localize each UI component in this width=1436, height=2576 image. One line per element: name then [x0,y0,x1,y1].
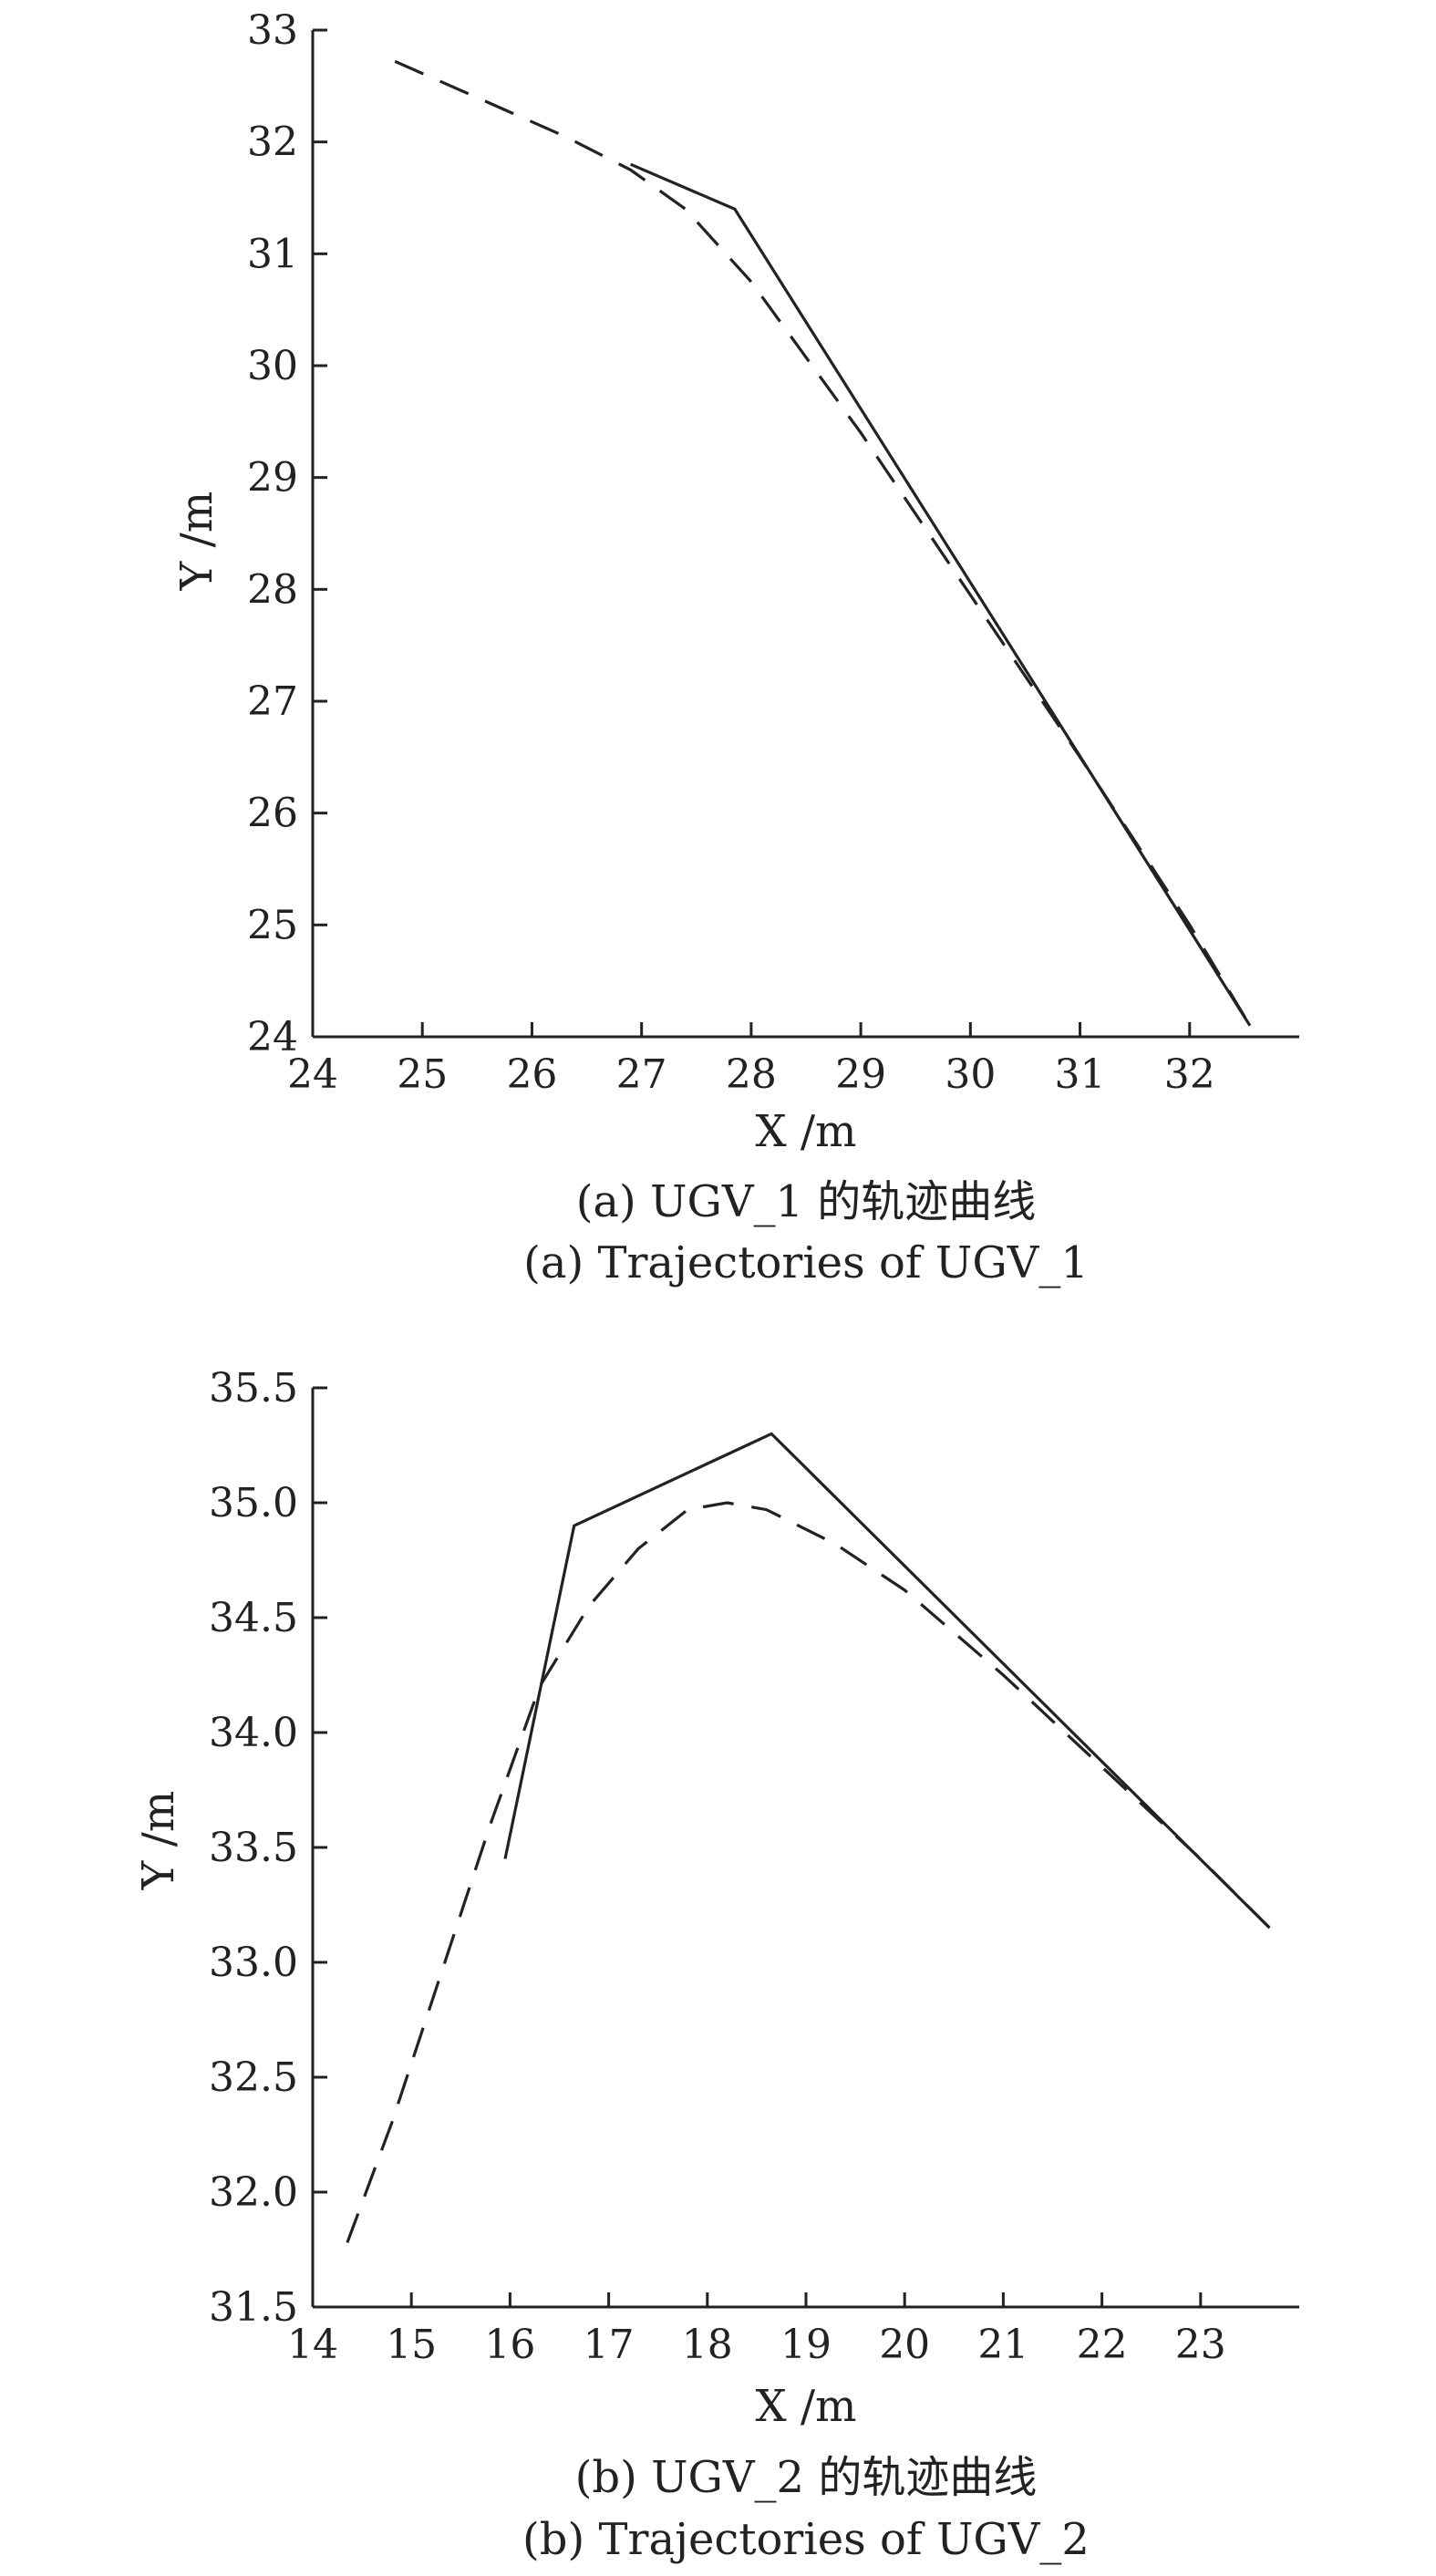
chart-b-x-tick-label: 22 [1077,2322,1128,2368]
chart-a-ylabel: Y /m [171,491,222,592]
chart-a-y-tick-label: 25 [247,902,298,948]
chart-a-xlabel: X /m [755,1106,856,1157]
chart-b-x-tick-label: 17 [584,2322,635,2368]
chart-a-x-tick-label: 25 [397,1051,448,1098]
chart-a-x-tick-label: 30 [945,1051,996,1098]
chart-b-y-tick-label: 31.5 [209,2284,298,2331]
chart-b-series-dashed-line [346,1501,1271,2243]
chart-a-series-dashed-line [394,59,1252,1027]
chart-b-series-solid-line [503,1432,1271,1929]
chart-b-x-tick-label: 19 [780,2322,832,2368]
chart-a-y-tick-label: 28 [247,566,298,613]
chart-b-x-tick-label: 23 [1175,2322,1226,2368]
chart-b-y-tick-label: 33.0 [209,1940,298,1986]
chart-a-x-tick-label: 28 [726,1051,777,1098]
chart-b-y-tick-label: 33.5 [209,1825,298,1871]
chart-a-y-tick-label: 24 [247,1014,298,1060]
chart-b-caption-en: (b) Trajectories of UGV_2 [522,2514,1090,2565]
chart-a-x-tick-label: 24 [287,1051,338,1098]
chart-b-plot: 31.5 32.0 32.5 33.0 33.5 34.0 34.5 35.0 35.5 14 15… [209,1365,1299,2368]
chart-a-plot: 24 25 26 27 28 29 30 31 32 33 24 25 26 27 28 29 30 31 32 [247,7,1299,1098]
chart-b-x-tick-label: 14 [287,2322,338,2368]
chart-a-x-tick-label: 32 [1164,1051,1215,1098]
chart-b: 31.5 32.0 32.5 33.0 33.5 34.0 34.5 35.0 35.5 14 15… [133,1365,1299,2565]
chart-b-y-tick-label: 32.5 [209,2054,298,2101]
chart-b-y-tick-label: 35.5 [209,1365,298,1412]
chart-a-y-tick-label: 32 [247,119,298,166]
chart-a-caption-cn: (a) UGV_1 的轨迹曲线 [576,1176,1037,1227]
chart-a-y-tick-label: 29 [247,455,298,502]
chart-a-caption-en: (a) Trajectories of UGV_1 [523,1237,1089,1288]
chart-a: 24 25 26 27 28 29 30 31 32 33 24 25 26 27 28 29 30 31 32 Y… [171,7,1299,1288]
chart-a-y-tick-label: 27 [247,678,298,725]
chart-a-y-tick-label: 31 [247,231,298,277]
chart-a-x-tick-label: 29 [835,1051,886,1098]
chart-a-x-tick-label: 27 [616,1051,667,1098]
chart-b-y-tick-label: 34.5 [209,1595,298,1641]
chart-b-x-tick-label: 20 [879,2322,930,2368]
chart-a-series-solid-line [629,162,1252,1027]
chart-b-ylabel: Y /m [133,1791,184,1891]
chart-a-y-tick-label: 30 [247,343,298,389]
chart-a-y-tick-label: 26 [247,791,298,837]
chart-a-x-tick-label: 26 [506,1051,557,1098]
chart-b-x-tick-label: 16 [484,2322,535,2368]
chart-b-y-tick-label: 32.0 [209,2169,298,2216]
chart-b-caption-cn: (b) UGV_2 的轨迹曲线 [575,2452,1038,2503]
chart-b-y-tick-label: 34.0 [209,1710,298,1756]
chart-a-x-tick-label: 31 [1055,1051,1106,1098]
chart-b-x-tick-label: 15 [386,2322,437,2368]
chart-b-y-tick-label: 35.0 [209,1480,298,1526]
chart-b-x-tick-label: 18 [682,2322,733,2368]
chart-b-xlabel: X /m [755,2381,856,2432]
chart-b-x-tick-label: 21 [977,2322,1028,2368]
chart-a-y-tick-label: 33 [247,7,298,54]
